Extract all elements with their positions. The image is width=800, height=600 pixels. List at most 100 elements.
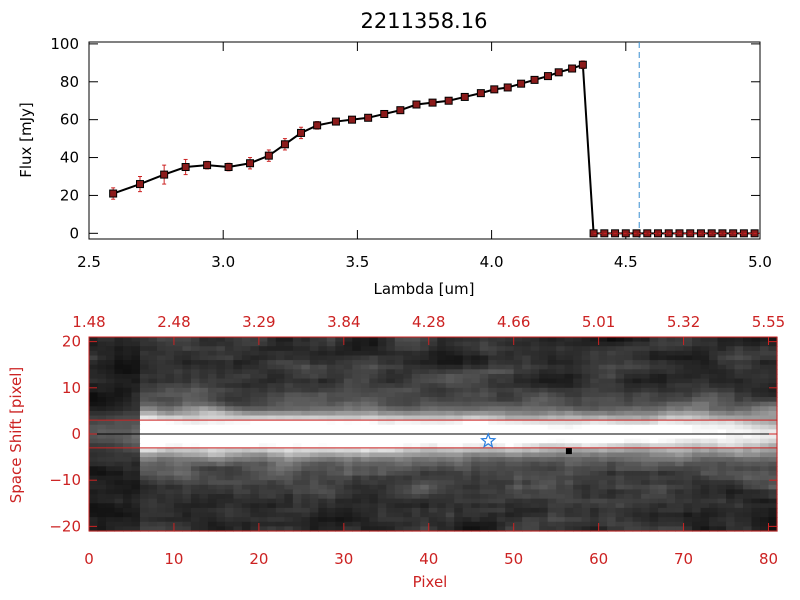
heatmap-cell [352,424,362,430]
heatmap-cell [717,470,727,477]
heatmap-cell [624,512,634,518]
heatmap-cell [692,521,702,527]
heatmap-cell [199,337,209,343]
heatmap-cell [717,443,727,449]
heatmap-cell [505,355,515,361]
heatmap-cell [139,503,150,509]
heatmap-cell [182,466,192,472]
heatmap-cell [488,480,498,486]
heatmap-cell [233,337,243,343]
heatmap-cell [751,466,761,472]
heatmap-cell [173,360,184,366]
heatmap-cell [462,517,472,523]
heatmap-cell [522,373,532,380]
heatmap-cell [360,438,370,444]
heatmap-cell [700,378,710,384]
heatmap-cell [318,415,328,421]
heatmap-cell [114,434,124,440]
heatmap-cell [743,447,753,454]
heatmap-cell [114,369,124,375]
heatmap-cell [275,452,285,458]
heatmap-cell [224,480,234,486]
heatmap-cell [658,406,668,412]
heatmap-cell [581,443,591,449]
heatmap-cell [743,489,753,495]
heatmap-cell [683,360,693,366]
heatmap-cell [726,346,736,352]
heatmap-cell [607,503,617,509]
heatmap-cell [97,410,107,417]
heatmap-cell [437,498,447,504]
heatmap-cell [326,489,336,495]
heatmap-cell [581,480,591,486]
bottom-x-tick-label: 60 [589,550,608,568]
heatmap-cell [649,503,659,509]
heatmap-cell [139,341,150,347]
heatmap-cell [105,494,116,500]
heatmap-cell [598,480,608,486]
heatmap-cell [488,470,498,477]
heatmap-cell [343,373,353,380]
heatmap-cell [360,434,370,440]
heatmap-cell [760,364,770,370]
heatmap-cell [165,452,175,458]
heatmap-cell [182,438,192,444]
heatmap-cell [734,438,744,444]
heatmap-cell [539,360,549,366]
heatmap-cell [216,378,226,384]
heatmap-cell [139,337,150,343]
heatmap-cell [717,507,727,514]
heatmap-cell [267,369,277,375]
heatmap-cell [386,364,396,370]
chart-title: 2211358.16 [361,9,488,33]
heatmap-cell [139,517,150,523]
heatmap-cell [751,484,761,491]
heatmap-cell [173,346,184,352]
heatmap-cell [666,355,676,361]
heatmap-cell [513,484,523,491]
heatmap-cell [530,521,540,527]
heatmap-cell [632,466,642,472]
heatmap-cell [275,457,285,463]
heatmap-cell [411,438,421,444]
heatmap-cell [734,369,744,375]
heatmap-cell [386,503,396,509]
heatmap-cell [675,461,685,467]
heatmap-cell [369,475,379,481]
heatmap-cell [641,378,651,384]
heatmap-cell [709,387,719,394]
heatmap-cell [301,355,311,361]
heatmap-cell [522,415,532,421]
heatmap-cell [700,355,710,361]
heatmap-cell [394,341,404,347]
heatmap-cell [488,406,498,412]
heatmap-cell [114,364,124,370]
heatmap-cell [547,378,557,384]
heatmap-cell [445,420,455,426]
heatmap-cell [539,364,549,370]
heatmap-cell [445,337,455,343]
heatmap-cell [335,526,345,532]
heatmap-cell [428,452,438,458]
heatmap-cell [581,447,591,454]
heatmap-cell [335,484,345,491]
heatmap-cell [658,526,668,532]
heatmap-cell [530,420,540,426]
heatmap-cell [471,429,481,435]
heatmap-cell [547,480,557,486]
heatmap-cell [751,521,761,527]
heatmap-cell [139,494,150,500]
heatmap-cell [683,355,693,361]
heatmap-cell [607,443,617,449]
heatmap-cell [632,498,642,504]
heatmap-cell [666,443,676,449]
heatmap-cell [734,420,744,426]
heatmap-cell [717,364,727,370]
heatmap-cell [292,466,302,472]
heatmap-cell [369,369,379,375]
heatmap-cell [496,507,506,514]
heatmap-cell [734,415,744,421]
heatmap-cell [165,369,175,375]
heatmap-cell [666,489,676,495]
heatmap-cell [199,415,209,421]
